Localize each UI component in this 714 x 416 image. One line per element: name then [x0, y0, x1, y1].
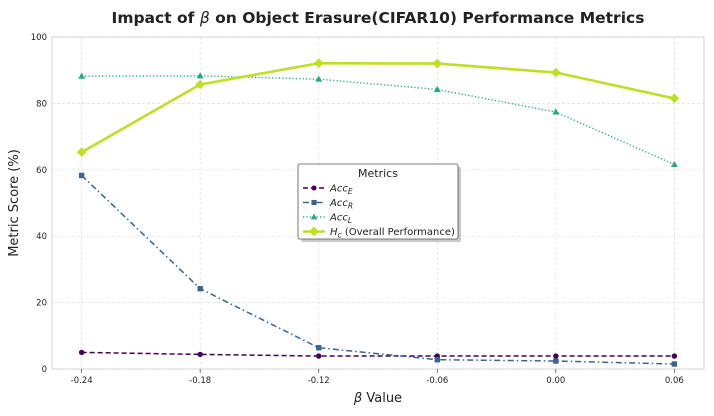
data-point: [434, 357, 440, 363]
data-point: [432, 58, 443, 69]
data-point: [433, 85, 441, 92]
legend-label: AccR: [329, 198, 353, 211]
plot-area: [51, 36, 705, 370]
legend-label: AccE: [329, 184, 353, 197]
legend-entry: Hc (Overall Performance): [303, 226, 455, 240]
series-layer: [76, 58, 680, 367]
y-tick-label: 0: [42, 365, 47, 375]
series-line: [81, 174, 675, 365]
y-axis: 0 20 40 60 80 100: [31, 33, 47, 375]
x-tick-label: -0.12: [308, 376, 330, 386]
x-tick-label: -0.24: [71, 376, 93, 386]
legend-label: AccL: [329, 213, 352, 226]
data-point: [78, 349, 85, 356]
data-point: [553, 353, 559, 359]
series-0: [78, 349, 678, 359]
y-tick-label: 60: [36, 166, 47, 176]
data-point: [671, 361, 678, 367]
y-tick-label: 100: [31, 33, 47, 43]
series-2: [78, 72, 678, 168]
legend-title: Metrics: [358, 167, 398, 180]
x-tick-label: 0.06: [665, 376, 684, 386]
data-point: [313, 58, 324, 69]
data-point: [197, 351, 203, 358]
data-point: [316, 345, 322, 351]
data-point: [78, 172, 85, 179]
x-axis-label: β Value: [353, 391, 402, 406]
series-1: [78, 172, 678, 367]
data-point: [197, 285, 203, 292]
legend-marker: [311, 185, 317, 191]
data-point: [76, 147, 87, 158]
x-tick-label: -0.18: [189, 376, 211, 386]
legend-marker: [309, 226, 319, 237]
y-axis-label: Metric Score (%): [7, 149, 22, 257]
data-point: [670, 160, 678, 168]
data-point: [669, 93, 680, 104]
series-3: [76, 58, 680, 158]
legend-label: Hc (Overall Performance): [330, 227, 455, 240]
series-line: [81, 75, 675, 166]
y-tick-label: 80: [36, 99, 47, 109]
chart-title: Impact of β on Object Erasure(CIFAR10) P…: [112, 9, 645, 27]
x-tick-label: -0.06: [426, 376, 448, 386]
legend-entry: AccE: [303, 184, 353, 197]
data-point: [195, 79, 206, 90]
legend-marker: [311, 199, 317, 206]
legend-entry: AccR: [303, 198, 353, 211]
legend-entry: AccL: [303, 213, 352, 226]
data-point: [550, 67, 561, 78]
legend-box: [297, 163, 459, 240]
data-point: [78, 72, 86, 79]
series-line: [81, 351, 675, 357]
x-axis: -0.24 -0.18 -0.12 -0.06 0.00 0.06: [71, 369, 684, 386]
data-point: [553, 358, 559, 364]
series-line: [80, 61, 675, 154]
y-tick-label: 20: [36, 299, 47, 309]
y-tick-label: 40: [36, 232, 47, 242]
data-point: [196, 72, 204, 79]
data-point: [316, 353, 322, 359]
data-point: [671, 353, 678, 359]
x-tick-label: 0.00: [546, 376, 565, 386]
legend-marker: [310, 213, 318, 220]
data-point: [552, 108, 560, 115]
data-point: [315, 75, 323, 82]
